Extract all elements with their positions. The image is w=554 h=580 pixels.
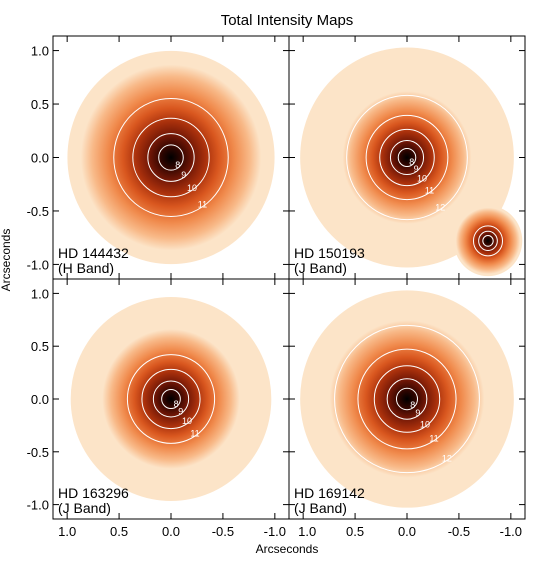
central-source [97, 324, 245, 474]
contour-line [334, 324, 480, 474]
contour-label: 8 [409, 157, 414, 167]
central-source [324, 315, 490, 483]
contour-label: 9 [178, 406, 183, 416]
contour-line [373, 365, 441, 433]
x-tick-label: -1.0 [500, 524, 522, 539]
band-label: (H Band) [58, 260, 114, 276]
contour-label: 8 [410, 400, 415, 410]
y-tick-label: 0.5 [31, 339, 49, 354]
contour-label: 10 [417, 173, 427, 183]
y-tick-label: 0.5 [31, 97, 49, 112]
contour-label: 10 [187, 183, 197, 193]
star-name-label: HD 163296 [58, 485, 129, 501]
y-tick-label: 1.0 [31, 44, 49, 59]
contour-label: 12 [435, 202, 445, 212]
companion-contour [472, 225, 504, 257]
figure-title: Total Intensity Maps [221, 12, 354, 29]
central-source [75, 58, 267, 257]
contour-label: 12 [442, 454, 452, 464]
companion-source [453, 205, 523, 277]
companion-contour [478, 230, 498, 252]
contour-line [152, 380, 190, 418]
y-tick-label: -1.0 [27, 498, 49, 513]
y-tick-label: -0.5 [27, 445, 49, 460]
x-tick-label: -1.0 [264, 524, 286, 539]
x-tick-label: 0.5 [110, 524, 128, 539]
y-axis-label: Arcseconds [0, 229, 13, 292]
central-source [338, 86, 476, 229]
contour-line [141, 368, 201, 430]
contour-line [158, 144, 184, 171]
contour-label: 10 [182, 416, 192, 426]
x-tick-label: -0.5 [212, 524, 234, 539]
contour-label: 9 [414, 164, 419, 174]
star-name-label: HD 150193 [294, 245, 365, 261]
contour-line [379, 128, 435, 187]
contour-label: 11 [190, 429, 199, 439]
contour-line [113, 98, 229, 217]
y-tick-label: 1.0 [31, 286, 49, 301]
contour-line [365, 114, 449, 201]
contour-line [386, 378, 428, 420]
y-tick-label: -1.0 [27, 257, 49, 272]
y-tick-label: -0.5 [27, 204, 49, 219]
contour-label: 8 [175, 160, 180, 170]
x-axis-label: Arcseconds [256, 542, 319, 556]
contour-line [132, 117, 210, 198]
x-tick-label: -0.5 [448, 524, 470, 539]
star-name-label: HD 169142 [294, 485, 365, 501]
contour-line [161, 388, 181, 410]
contour-label: 11 [198, 200, 207, 210]
contour-line [147, 133, 195, 182]
band-label: (J Band) [294, 260, 347, 276]
x-tick-label: 0.0 [398, 524, 416, 539]
contour-line [389, 139, 425, 176]
contour-label: 10 [420, 419, 430, 429]
band-label: (J Band) [58, 500, 111, 516]
contour-label: 11 [429, 433, 438, 443]
companion-contour [482, 235, 494, 247]
x-tick-label: 1.0 [58, 524, 76, 539]
star-name-label: HD 144432 [58, 245, 129, 261]
contour-line [395, 387, 419, 411]
contour-line [357, 348, 457, 450]
contour-label: 9 [415, 408, 420, 418]
contour-label: 9 [181, 170, 186, 180]
band-label: (J Band) [294, 500, 347, 516]
x-tick-label: 0.5 [346, 524, 364, 539]
x-tick-label: 0.0 [162, 524, 180, 539]
contour-line [126, 354, 216, 444]
contour-label: 11 [425, 185, 434, 195]
y-tick-label: 0.0 [31, 392, 49, 407]
contour-line [346, 94, 468, 221]
contour-label: 8 [174, 399, 179, 409]
contour-line [397, 147, 417, 168]
y-tick-label: 0.0 [31, 151, 49, 166]
x-tick-label: 1.0 [298, 524, 316, 539]
